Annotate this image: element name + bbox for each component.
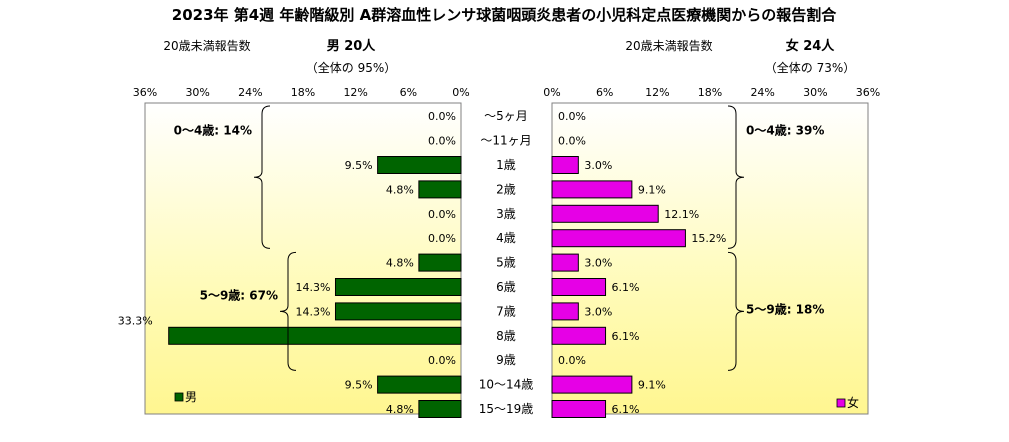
female-value-label: 0.0% <box>558 135 586 148</box>
female-axis-tick: 36% <box>856 86 880 99</box>
female-value-label: 0.0% <box>558 354 586 367</box>
female-subheader: 20歳未満報告数 <box>625 38 712 53</box>
male-axis-tick: 24% <box>238 86 262 99</box>
category-label: 4歳 <box>496 231 516 245</box>
female-axis-tick: 24% <box>750 86 774 99</box>
male-value-label: 0.0% <box>428 110 456 123</box>
male-bar <box>418 253 462 272</box>
male-bar <box>377 156 462 174</box>
female-value-label: 3.0% <box>584 257 612 270</box>
category-label: 10～14歳 <box>479 378 534 392</box>
female-value-label: 0.0% <box>558 110 586 123</box>
chart-title: 2023年 第4週 年齢階級別 A群溶血性レンサ球菌咽頭炎患者の小児科定点医療機… <box>172 6 837 24</box>
male-value-label: 9.5% <box>345 159 373 172</box>
female-value-label: 6.1% <box>612 281 640 294</box>
male-legend-swatch <box>174 392 184 402</box>
male-legend-label: 男 <box>185 390 197 404</box>
female-bar <box>551 326 607 345</box>
female-bar <box>551 400 607 418</box>
male-group-label: 0～4歳: 14% <box>174 122 252 137</box>
male-value-label: 0.0% <box>428 232 456 245</box>
category-label: 8歳 <box>496 329 516 343</box>
male-group-brace <box>279 251 297 371</box>
male-plot-area <box>144 102 462 415</box>
female-bar <box>551 278 607 296</box>
female-bar <box>551 204 659 223</box>
category-label: 7歳 <box>496 304 516 318</box>
category-label: 9歳 <box>496 353 516 367</box>
female-axis-tick: 12% <box>645 86 669 99</box>
female-value-label: 6.1% <box>612 403 640 416</box>
category-label: 5歳 <box>496 256 516 270</box>
female-legend: 女 <box>836 395 859 410</box>
category-label: 3歳 <box>496 207 516 221</box>
male-bar <box>418 180 462 199</box>
female-bar <box>551 229 686 248</box>
female-axis-tick: 0% <box>543 86 560 99</box>
male-value-label: 9.5% <box>345 379 373 392</box>
male-axis-tick: 12% <box>343 86 367 99</box>
male-group-label: 5～9歳: 67% <box>200 287 278 302</box>
female-overall: （全体の 73%） <box>765 60 856 75</box>
female-bar <box>551 302 579 321</box>
category-label: 15～19歳 <box>479 402 534 416</box>
male-header: 男 20人 <box>327 38 377 54</box>
category-label: ～11ヶ月 <box>480 134 531 148</box>
male-subheader: 20歳未満報告数 <box>163 38 250 53</box>
male-bar <box>334 302 462 321</box>
category-label: ～5ヶ月 <box>484 109 528 123</box>
male-value-label: 0.0% <box>428 208 456 221</box>
male-bar <box>334 278 462 296</box>
male-bar <box>168 326 462 345</box>
category-label: 2歳 <box>496 182 516 196</box>
female-group-label: 5～9歳: 18% <box>746 301 824 316</box>
female-legend-swatch <box>836 398 846 408</box>
male-axis-tick: 30% <box>185 86 209 99</box>
category-label: 1歳 <box>496 158 516 172</box>
female-bar <box>551 375 633 394</box>
male-bar <box>418 400 462 418</box>
male-value-label: 14.3% <box>296 305 331 318</box>
female-value-label: 3.0% <box>584 159 612 172</box>
male-value-label: 0.0% <box>428 135 456 148</box>
female-group-brace <box>727 105 745 249</box>
male-axis-tick: 36% <box>133 86 157 99</box>
female-header: 女 24人 <box>786 38 836 54</box>
male-legend: 男 <box>174 390 197 404</box>
male-axis-tick: 6% <box>400 86 417 99</box>
male-axis-tick: 0% <box>452 86 469 99</box>
female-value-label: 6.1% <box>612 330 640 343</box>
male-value-label: 0.0% <box>428 354 456 367</box>
female-value-label: 12.1% <box>664 208 699 221</box>
female-value-label: 15.2% <box>691 232 726 245</box>
female-value-label: 9.1% <box>638 379 666 392</box>
female-axis-tick: 6% <box>596 86 613 99</box>
female-bar <box>551 253 579 272</box>
female-value-label: 3.0% <box>584 305 612 318</box>
female-bar <box>551 180 633 199</box>
female-plot-area <box>551 102 869 415</box>
female-bar <box>551 156 579 174</box>
male-bar <box>377 375 462 394</box>
male-value-label: 4.8% <box>386 257 414 270</box>
male-overall: （全体の 95%） <box>306 60 397 75</box>
female-legend-label: 女 <box>847 395 859 410</box>
female-value-label: 9.1% <box>638 183 666 196</box>
male-value-label: 33.3% <box>118 314 153 327</box>
female-group-label: 0～4歳: 39% <box>746 122 824 137</box>
female-axis-tick: 30% <box>803 86 827 99</box>
male-value-label: 4.8% <box>386 403 414 416</box>
male-axis-tick: 18% <box>291 86 315 99</box>
male-value-label: 4.8% <box>386 183 414 196</box>
male-value-label: 14.3% <box>296 281 331 294</box>
category-label: 6歳 <box>496 280 516 294</box>
female-axis-tick: 18% <box>698 86 722 99</box>
female-group-brace <box>727 251 745 371</box>
male-group-brace <box>253 105 271 249</box>
